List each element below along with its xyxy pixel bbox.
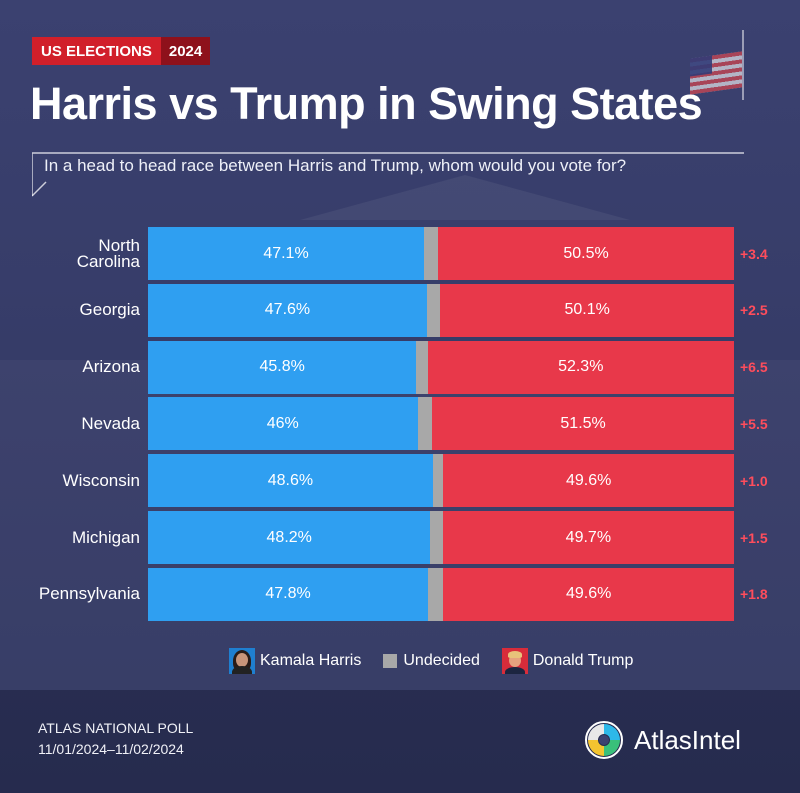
question-bubble-frame (32, 152, 744, 197)
bar-label-trump-nevada: 51.5% (560, 414, 606, 432)
state-label-michigan: Michigan (71, 527, 140, 547)
bar-undecided-georgia (426, 283, 441, 337)
trump-avatar-icon (501, 648, 528, 674)
bar-trump-wisconsin (443, 454, 734, 508)
poll-footer: ATLAS NATIONAL POLL 11/01/2024–11/02/202… (38, 718, 193, 760)
bar-label-trump-arizona: 52.3% (558, 358, 604, 376)
bar-harris-wisconsin (148, 454, 433, 508)
election-tag: US ELECTIONS 2024 (32, 37, 211, 65)
bar-trump-pennsylvania (443, 567, 734, 621)
harris-avatar-icon (229, 648, 255, 674)
undecided-swatch (383, 654, 398, 668)
flag-pole (742, 30, 744, 100)
bar-trump-michigan (442, 511, 734, 564)
bar-label-harris-north-carolina: 47.1% (263, 244, 309, 262)
bar-label-harris-wisconsin: 48.6% (267, 471, 314, 489)
bar-harris-pennsylvania (148, 567, 429, 621)
bar-label-harris-pennsylvania: 47.8% (265, 585, 311, 603)
bar-trump-georgia (440, 283, 734, 337)
state-label-pennsylvania: Pennsylvania (38, 584, 140, 604)
bar-label-harris-georgia: 47.6% (264, 301, 311, 319)
tag-us-elections: US ELECTIONS (32, 37, 161, 65)
legend-label-harris: Kamala Harris (260, 652, 362, 669)
bar-harris-georgia (148, 283, 427, 337)
legend-item-undecided: Undecided (383, 652, 480, 670)
bar-undecided-north-carolina (424, 227, 439, 280)
bar-harris-arizona (148, 340, 417, 394)
state-label-nevada: Nevada (81, 413, 140, 433)
bar-undecided-nevada (417, 397, 433, 451)
bar-label-harris-arizona: 45.8% (259, 358, 305, 376)
bar-trump-arizona (427, 340, 734, 394)
legend-label-trump: Donald Trump (532, 652, 634, 669)
atlasintel-brand: AtlasIntel (584, 720, 741, 760)
bar-label-trump-north-carolina: 50.5% (563, 244, 609, 262)
background-trees (0, 690, 800, 793)
bar-trump-north-carolina (438, 227, 734, 280)
bar-undecided-michigan (430, 511, 443, 564)
margin-label-wisconsin: +1.0 (740, 472, 768, 489)
legend-label-undecided: Undecided (403, 652, 480, 669)
state-label-wisconsin: Wisconsin (62, 470, 140, 490)
bar-label-trump-pennsylvania: 49.6% (565, 585, 612, 603)
page-title: Harris vs Trump in Swing States (30, 78, 703, 129)
bar-undecided-pennsylvania (428, 567, 444, 621)
legend-item-trump: Donald Trump (501, 648, 634, 674)
atlasintel-logo-icon (585, 721, 623, 759)
state-label-arizona: Arizona (82, 357, 140, 377)
bar-label-harris-michigan: 48.2% (266, 528, 312, 546)
bar-harris-michigan (148, 511, 431, 564)
bar-trump-nevada (432, 397, 734, 451)
margin-label-georgia: +2.5 (740, 302, 768, 319)
state-label-north-carolina: North Carolina (76, 235, 140, 271)
bar-label-trump-georgia: 50.1% (564, 301, 610, 319)
bar-label-harris-nevada: 46% (266, 414, 299, 432)
bar-label-trump-wisconsin: 49.6% (565, 471, 612, 489)
chart-legend: Kamala Harris Undecided Donald Trump (229, 646, 655, 676)
margin-label-nevada: +5.5 (740, 415, 768, 432)
bar-harris-nevada (148, 397, 418, 451)
poll-dates: 11/01/2024–11/02/2024 (38, 741, 184, 757)
margin-label-north-carolina: +3.4 (740, 245, 768, 262)
margin-label-michigan: +1.5 (740, 529, 768, 546)
background-pediment (300, 175, 630, 220)
margin-label-arizona: +6.5 (740, 359, 768, 376)
poll-name: ATLAS NATIONAL POLL (38, 720, 194, 736)
survey-question: In a head to head race between Harris an… (44, 156, 627, 175)
tag-year: 2024 (160, 37, 211, 65)
legend-item-harris: Kamala Harris (229, 648, 361, 674)
bar-undecided-wisconsin (432, 454, 444, 508)
state-label-georgia: Georgia (79, 300, 140, 320)
margin-label-pennsylvania: +1.8 (740, 586, 768, 603)
bar-label-trump-michigan: 49.7% (565, 528, 612, 546)
brand-name: AtlasIntel (634, 724, 741, 755)
bar-undecided-arizona (416, 340, 428, 394)
bar-harris-north-carolina (148, 227, 424, 280)
